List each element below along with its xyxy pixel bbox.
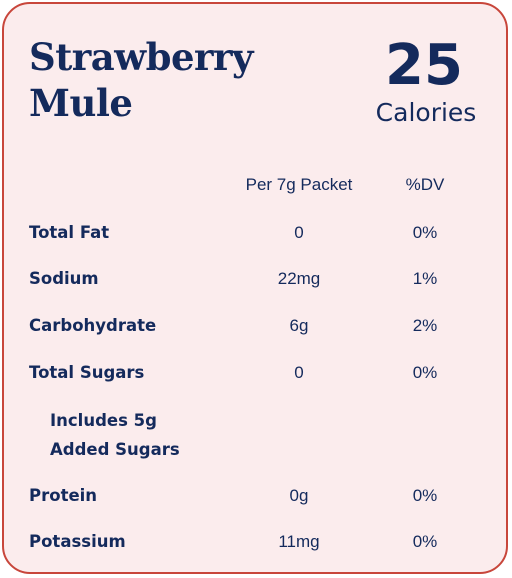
nutrient-row-protein: Protein 0g 0% bbox=[4, 484, 510, 508]
nutrient-amount: 0 bbox=[294, 363, 304, 382]
nutrient-label: Sodium bbox=[29, 269, 99, 288]
nutrient-dv: 0% bbox=[412, 223, 438, 242]
product-title: Strawberry Mule bbox=[29, 34, 254, 126]
nutrient-dv: 0% bbox=[412, 486, 438, 505]
added-sugars-note: Includes 5g Added Sugars bbox=[50, 406, 180, 464]
nutrient-dv: 2% bbox=[412, 316, 438, 335]
added-sugars-line-1: Includes 5g bbox=[50, 411, 157, 430]
nutrient-dv: 0% bbox=[412, 363, 438, 382]
product-title-line-1: Strawberry bbox=[29, 35, 254, 79]
nutrient-row-carbohydrate: Carbohydrate 6g 2% bbox=[4, 314, 510, 338]
calories-value: 25 bbox=[385, 33, 463, 98]
nutrient-row-total-sugars: Total Sugars 0 0% bbox=[4, 361, 510, 385]
nutrient-amount: 0g bbox=[289, 486, 309, 505]
nutrient-amount: 22mg bbox=[277, 269, 321, 288]
nutrient-row-potassium: Potassium 11mg 0% bbox=[4, 530, 510, 554]
nutrient-amount: 11mg bbox=[278, 532, 320, 551]
nutrient-row-sodium: Sodium 22mg 1% bbox=[4, 267, 510, 291]
nutrient-label: Carbohydrate bbox=[29, 316, 157, 335]
nutrient-amount: 6g bbox=[289, 316, 309, 335]
nutrient-row-total-fat: Total Fat 0 0% bbox=[4, 221, 510, 245]
nutrient-amount: 0 bbox=[294, 223, 304, 242]
nutrient-label: Protein bbox=[29, 486, 98, 505]
nutrient-label: Total Fat bbox=[29, 223, 110, 242]
calories-label: Calories bbox=[375, 98, 477, 127]
nutrient-label: Total Sugars bbox=[29, 363, 145, 382]
added-sugars-line-2: Added Sugars bbox=[50, 440, 180, 459]
nutrition-facts-card: Strawberry Mule 25 Calories Per 7g Packe… bbox=[2, 2, 508, 574]
column-header-amount: Per 7g Packet bbox=[245, 175, 353, 194]
product-title-line-2: Mule bbox=[29, 81, 133, 125]
nutrient-dv: 0% bbox=[412, 532, 438, 551]
nutrient-dv: 1% bbox=[412, 269, 438, 288]
column-header-dv: %DV bbox=[405, 175, 445, 194]
nutrient-label: Potassium bbox=[29, 532, 126, 551]
